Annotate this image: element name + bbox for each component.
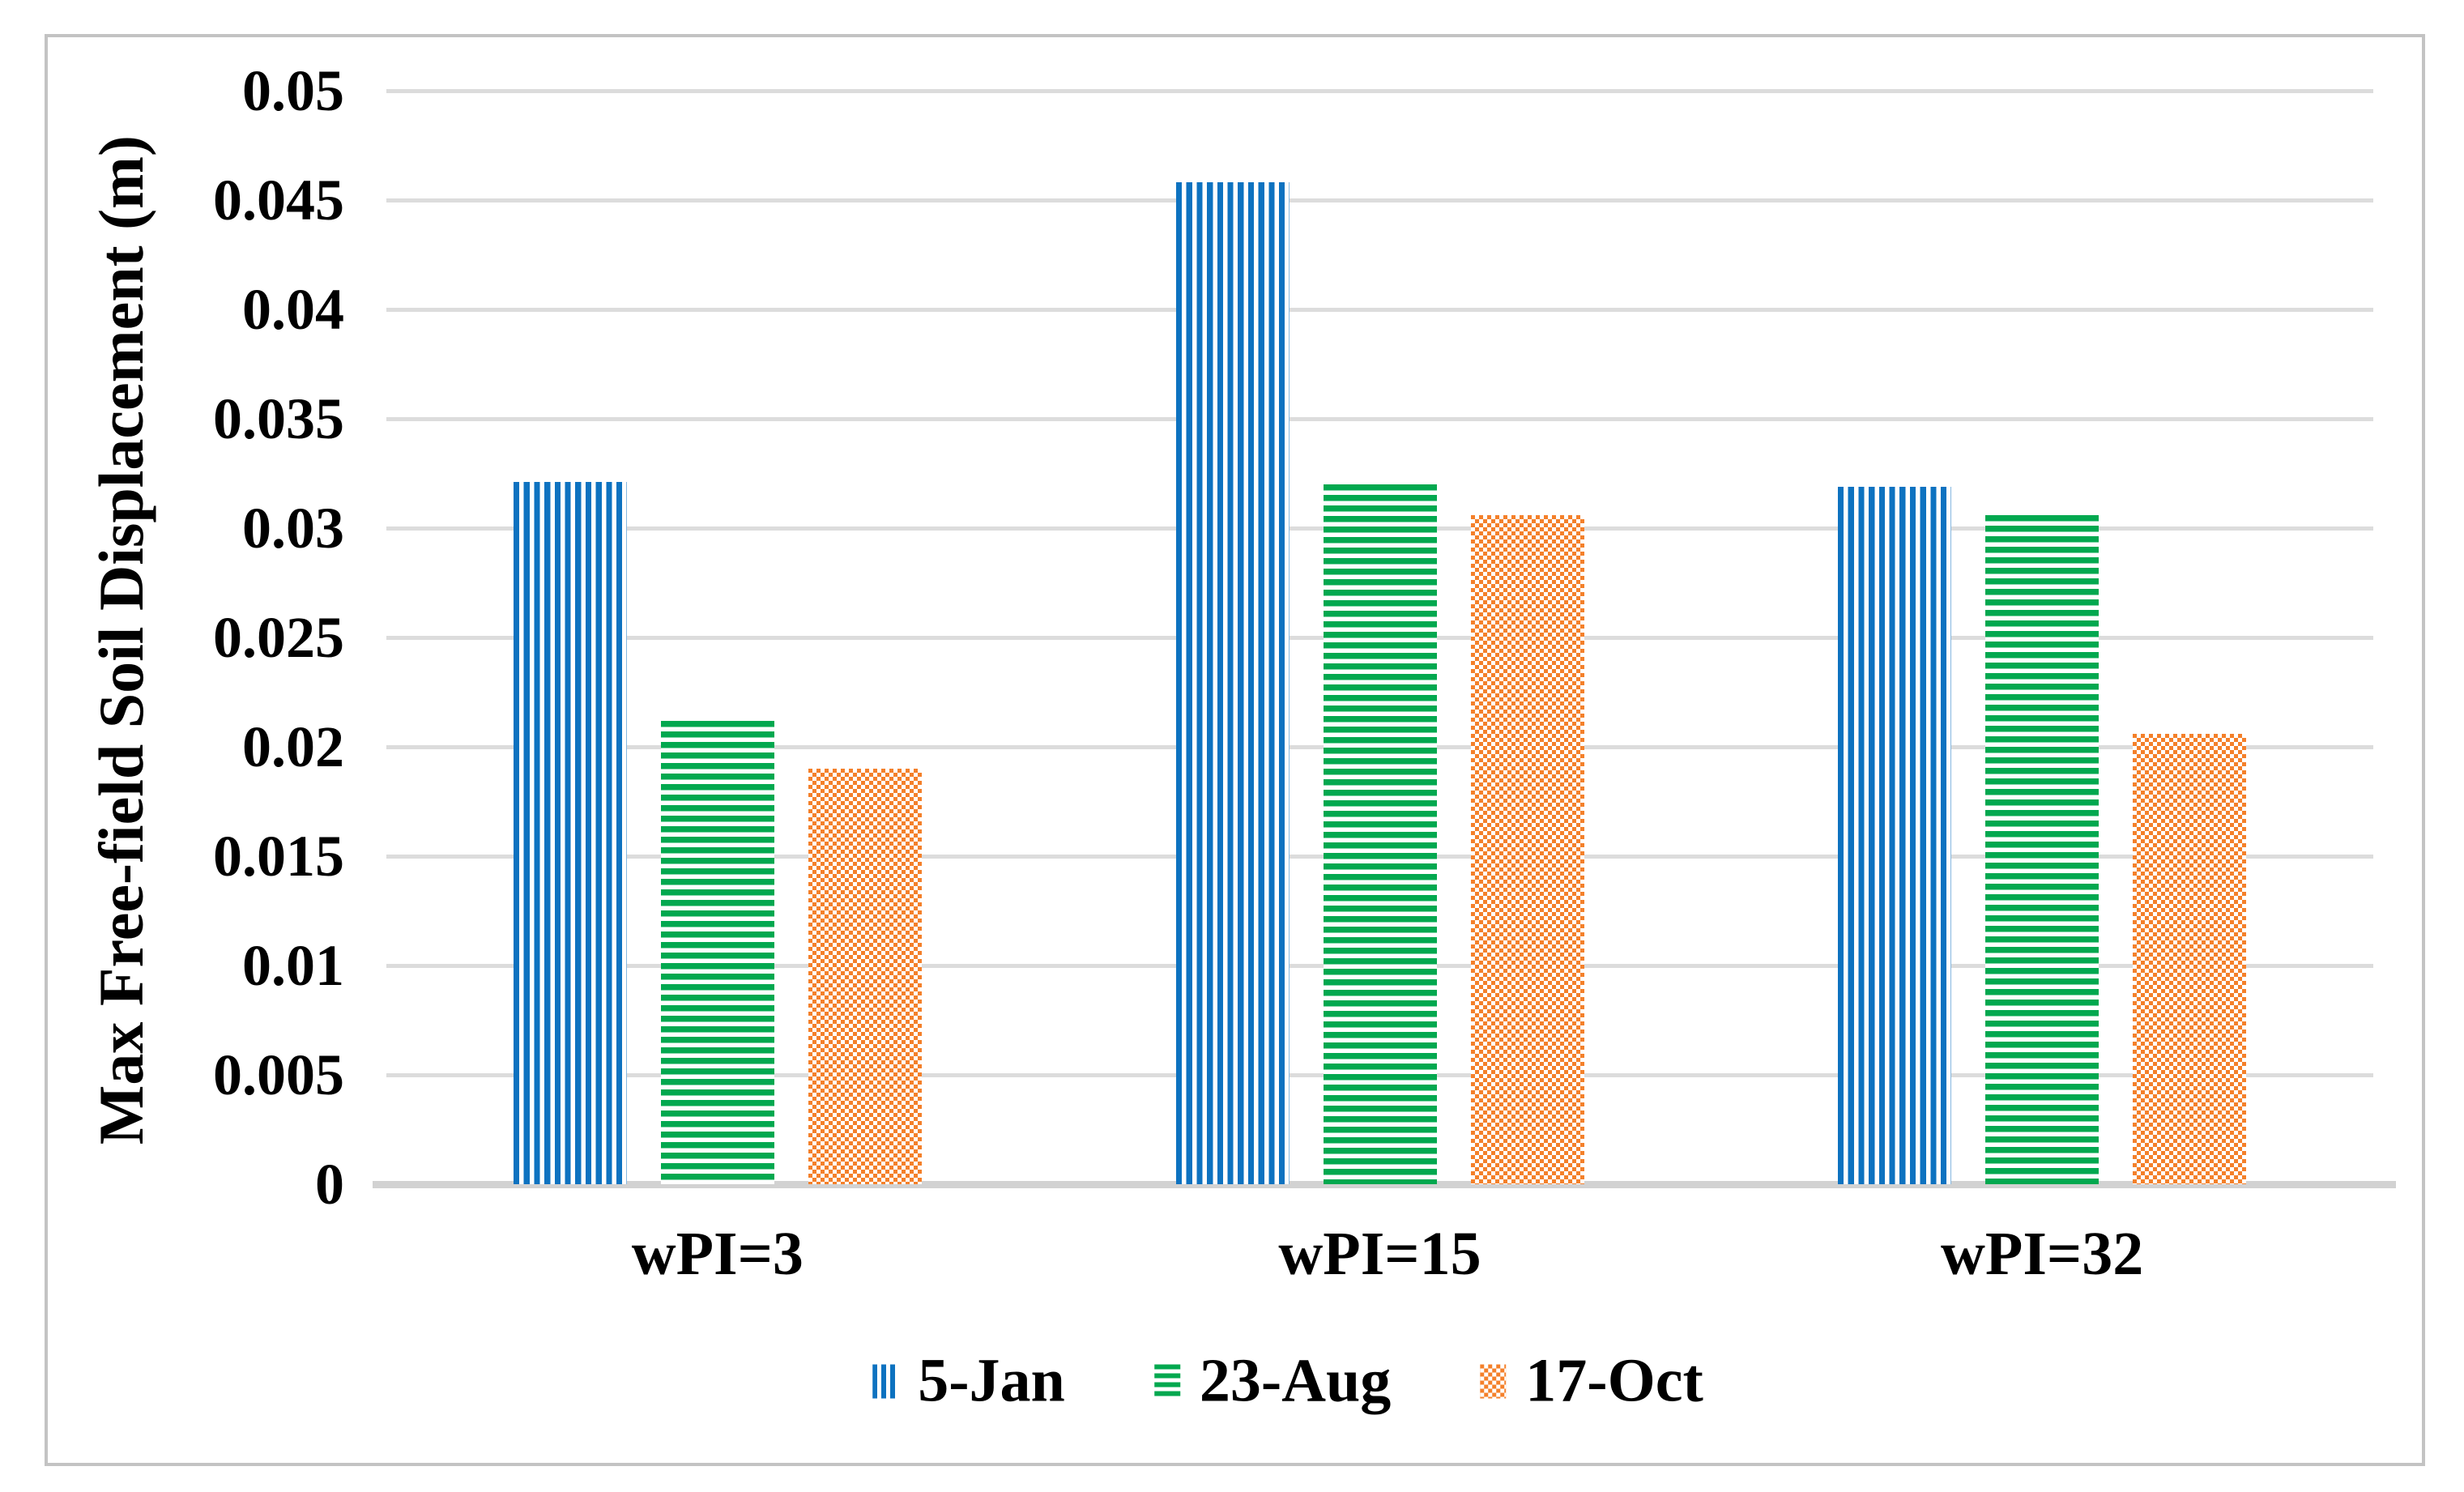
category-label-wpi-32: wPI=32 <box>1941 1220 2144 1288</box>
bar-17-oct-wpi-3 <box>808 769 922 1184</box>
bar-23-aug-wpi-3 <box>660 720 774 1184</box>
bar-5-jan-wpi-15 <box>1175 182 1290 1184</box>
bar-23-aug-wpi-32 <box>1985 514 2100 1184</box>
y-tick-label-0: 0 <box>315 1152 344 1217</box>
gridline <box>386 89 2373 93</box>
legend-item-23-aug: 23-Aug <box>1153 1346 1392 1417</box>
bar-17-oct-wpi-15 <box>1470 514 1584 1184</box>
y-tick-label-0.045: 0.045 <box>213 168 344 232</box>
y-tick-label-0.005: 0.005 <box>213 1042 344 1107</box>
legend-swatch-vertical-stripes-icon <box>872 1364 899 1398</box>
bar-17-oct-wpi-32 <box>2133 733 2247 1184</box>
y-tick-label-0.035: 0.035 <box>213 386 344 451</box>
gridline <box>386 308 2373 312</box>
y-tick-label-0.025: 0.025 <box>213 605 344 670</box>
gridline <box>386 198 2373 202</box>
gridline <box>386 417 2373 421</box>
legend-swatch-horizontal-stripes-icon <box>1153 1364 1180 1398</box>
y-tick-label-0.01: 0.01 <box>242 933 344 998</box>
bar-5-jan-wpi-32 <box>1838 486 1952 1184</box>
legend-item-5-jan: 5-Jan <box>872 1346 1065 1417</box>
bar-5-jan-wpi-3 <box>513 482 627 1184</box>
legend: 5-Jan 23-Aug 17-Oct <box>872 1346 1703 1417</box>
y-tick-label-0.05: 0.05 <box>242 58 344 123</box>
category-label-wpi-15: wPI=15 <box>1278 1220 1481 1288</box>
y-tick-label-0.015: 0.015 <box>213 824 344 889</box>
legend-label-5-jan: 5-Jan <box>918 1346 1065 1415</box>
y-tick-label-0.04: 0.04 <box>242 277 344 342</box>
x-axis-line <box>373 1181 2396 1188</box>
legend-label-17-oct: 17-Oct <box>1525 1346 1703 1415</box>
bar-23-aug-wpi-15 <box>1323 484 1437 1184</box>
category-label-wpi-3: wPI=3 <box>631 1220 804 1288</box>
legend-swatch-dotted-grid-icon <box>1480 1364 1507 1398</box>
y-tick-label-0.03: 0.03 <box>242 496 344 561</box>
legend-item-17-oct: 17-Oct <box>1480 1346 1703 1417</box>
chart-border <box>45 34 2425 1466</box>
legend-label-23-aug: 23-Aug <box>1199 1346 1392 1415</box>
y-tick-label-0.02: 0.02 <box>242 714 344 779</box>
